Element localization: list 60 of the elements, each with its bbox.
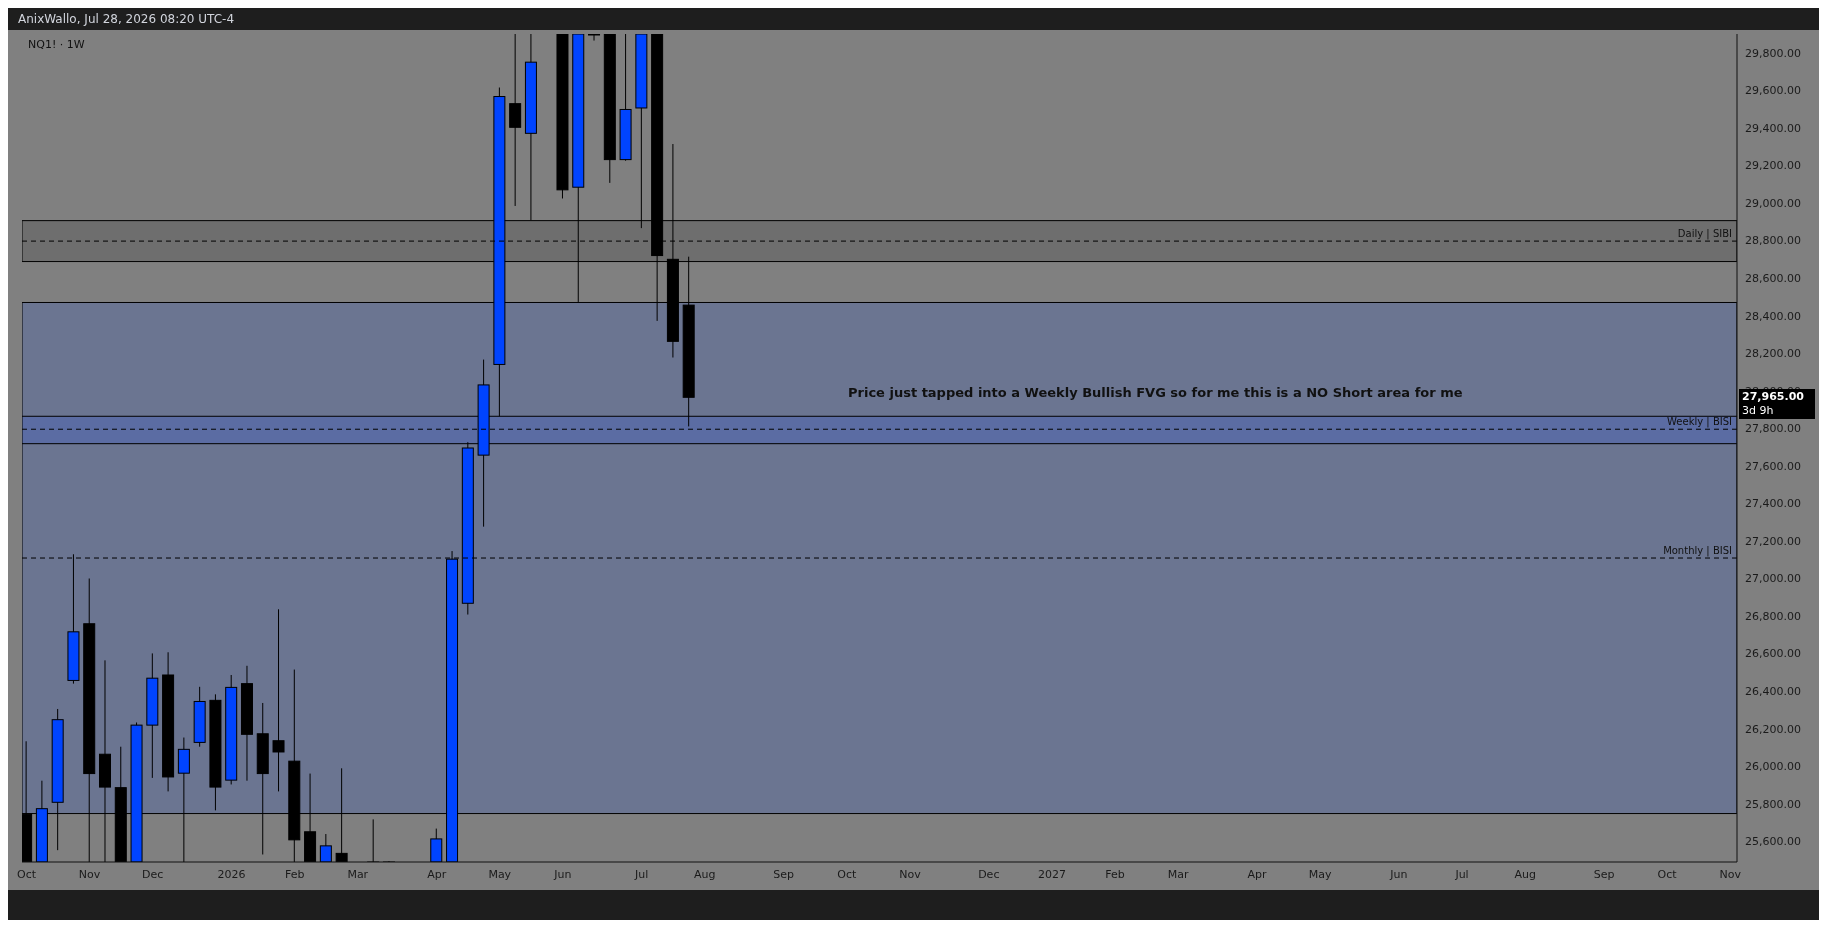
x-tick-label: Nov [78, 867, 101, 881]
x-tick-label: Jun [553, 867, 572, 881]
ref-line-label: Monthly | BISI [1663, 544, 1732, 557]
text: 3d 9h [1742, 404, 1775, 419]
x-tick-label: Nov [1719, 867, 1742, 881]
candlestick [430, 828, 443, 862]
ref-line-label: Weekly | BISI [1667, 415, 1732, 428]
y-tick-label: 26,200.00 [1745, 722, 1801, 736]
y-tick-label: 26,000.00 [1745, 760, 1801, 774]
x-tick-label: Dec [978, 867, 1000, 881]
candlestick [509, 34, 522, 207]
x-tick-label: 2027 [1037, 867, 1066, 881]
y-tick-label: 26,400.00 [1745, 685, 1801, 699]
y-tick-label: 26,600.00 [1745, 647, 1801, 661]
x-tick-label: Sep [773, 867, 795, 881]
x-tick-label: Mar [1167, 867, 1189, 881]
x-tick-label: Apr [427, 867, 447, 881]
x-tick-label: 2026 [217, 867, 246, 881]
x-tick-label: Jun [1389, 867, 1408, 881]
x-tick-label: Jul [1454, 867, 1469, 881]
candlestick [319, 833, 332, 862]
x-tick-label: Jul [634, 867, 649, 881]
y-tick-label: 28,600.00 [1745, 271, 1801, 285]
chart-title: AnixWallo, Jul 28, 2026 08:20 UTC-4 [18, 12, 235, 26]
y-tick-label: 28,400.00 [1745, 309, 1801, 323]
y-tick-label: 28,200.00 [1745, 347, 1801, 361]
y-tick-label: 27,400.00 [1745, 497, 1801, 511]
x-tick-label: Mar [347, 867, 369, 881]
y-tick-label: 27,000.00 [1745, 572, 1801, 586]
x-tick-label: May [1308, 867, 1332, 881]
y-tick-label: 29,000.00 [1745, 196, 1801, 210]
x-tick-label: Feb [284, 867, 305, 881]
x-tick-label: Aug [1514, 867, 1536, 881]
y-tick-label: 27,800.00 [1745, 422, 1801, 436]
x-tick-label: Sep [1593, 867, 1615, 881]
x-tick-label: Nov [899, 867, 922, 881]
y-tick-label: 26,800.00 [1745, 609, 1801, 623]
y-tick-label: 25,800.00 [1745, 797, 1801, 811]
y-tick-label: 29,600.00 [1745, 84, 1801, 98]
y-tick-label: 29,400.00 [1745, 121, 1801, 135]
y-tick-label: 28,800.00 [1745, 234, 1801, 248]
x-tick-label: Oct [16, 867, 37, 881]
x-tick-label: Dec [142, 867, 164, 881]
y-tick-label: 29,200.00 [1745, 159, 1801, 173]
annotation: Price just tapped into a Weekly Bullish FVG so for me this is a NO Short area for me [848, 385, 1463, 401]
chart-subtitle: NQ1! · 1W [28, 38, 85, 51]
x-tick-label: May [488, 867, 512, 881]
x-tick-label: Apr [1247, 867, 1267, 881]
text: 27,965.00 [1742, 390, 1805, 405]
y-tick-label: 25,600.00 [1745, 835, 1801, 849]
x-tick-label: Oct [1657, 867, 1678, 881]
ref-line-label: Daily | SIBI [1677, 227, 1732, 240]
x-tick-label: Oct [837, 867, 858, 881]
x-tick-label: Aug [694, 867, 716, 881]
candlestick [588, 34, 601, 42]
x-tick-label: Feb [1105, 867, 1125, 881]
y-tick-label: 29,800.00 [1745, 46, 1801, 60]
y-tick-label: 27,600.00 [1745, 459, 1801, 473]
candlestick [272, 608, 285, 792]
y-tick-label: 27,200.00 [1745, 534, 1801, 548]
